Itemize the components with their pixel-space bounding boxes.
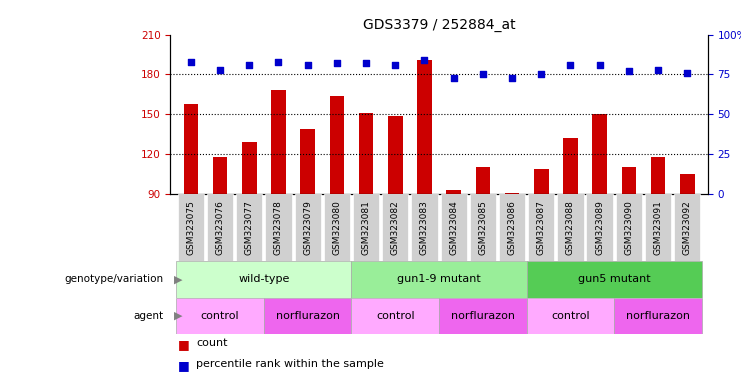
Text: agent: agent (133, 311, 163, 321)
Bar (476, 167, 490, 194)
Point (243, 62, 255, 68)
Text: GSM323077: GSM323077 (245, 200, 253, 255)
Point (302, 62, 313, 68)
Bar (176, 298, 264, 334)
Text: gun5 mutant: gun5 mutant (578, 274, 651, 285)
Text: GSM323082: GSM323082 (391, 200, 399, 255)
Bar (417, 60, 432, 194)
Bar (351, 261, 527, 298)
Text: count: count (196, 338, 228, 348)
Bar (271, 90, 286, 194)
Text: GSM323088: GSM323088 (566, 200, 575, 255)
Bar (440, 194, 467, 261)
Bar (265, 194, 292, 261)
Text: control: control (201, 311, 239, 321)
Bar (586, 194, 613, 261)
Bar (563, 138, 578, 194)
Text: control: control (376, 311, 414, 321)
Bar (680, 174, 694, 194)
Text: wild-type: wild-type (238, 274, 290, 285)
Point (360, 60, 372, 66)
Point (681, 70, 693, 76)
Bar (592, 114, 607, 194)
Text: ■: ■ (178, 359, 190, 372)
Text: GSM323076: GSM323076 (216, 200, 225, 255)
Bar (527, 298, 614, 334)
Point (506, 74, 518, 81)
Text: control: control (551, 311, 590, 321)
Text: GSM323091: GSM323091 (654, 200, 662, 255)
Text: GSM323085: GSM323085 (479, 200, 488, 255)
Point (419, 57, 431, 63)
Text: percentile rank within the sample: percentile rank within the sample (196, 359, 385, 369)
Point (273, 59, 285, 65)
Text: norflurazon: norflurazon (276, 311, 339, 321)
Point (652, 66, 664, 73)
Text: GSM323079: GSM323079 (303, 200, 312, 255)
Text: ■: ■ (178, 338, 190, 351)
Text: ▶: ▶ (174, 274, 182, 285)
Bar (353, 194, 379, 261)
Point (389, 62, 401, 68)
Text: GSM323080: GSM323080 (333, 200, 342, 255)
Bar (446, 190, 461, 194)
Bar (645, 194, 671, 261)
Bar (236, 194, 262, 261)
Bar (184, 104, 198, 194)
Point (535, 71, 547, 78)
Bar (534, 169, 548, 194)
Bar (557, 194, 584, 261)
Bar (674, 194, 700, 261)
Bar (330, 96, 344, 194)
Bar (382, 194, 408, 261)
Text: gun1-9 mutant: gun1-9 mutant (397, 274, 481, 285)
Bar (439, 298, 527, 334)
Bar (651, 157, 665, 194)
Text: GSM323089: GSM323089 (595, 200, 604, 255)
Bar (359, 113, 373, 194)
Bar (324, 194, 350, 261)
Bar (176, 261, 351, 298)
Point (214, 66, 226, 73)
Bar (242, 142, 256, 194)
Text: norflurazon: norflurazon (626, 311, 690, 321)
Text: GSM323083: GSM323083 (420, 200, 429, 255)
Text: GSM323086: GSM323086 (508, 200, 516, 255)
Bar (294, 194, 321, 261)
Bar (411, 194, 438, 261)
Bar (527, 261, 702, 298)
Point (623, 68, 635, 74)
Text: ▶: ▶ (174, 311, 182, 321)
Bar (622, 167, 636, 194)
Bar (264, 298, 351, 334)
Bar (351, 298, 439, 334)
Bar (528, 194, 554, 261)
Text: GSM323084: GSM323084 (449, 200, 458, 255)
Point (448, 74, 459, 81)
Bar (213, 157, 227, 194)
Text: GSM323087: GSM323087 (536, 200, 545, 255)
Bar (178, 194, 204, 261)
Bar (207, 194, 233, 261)
Point (331, 60, 343, 66)
Text: GSM323078: GSM323078 (274, 200, 283, 255)
Bar (470, 194, 496, 261)
Bar (388, 116, 402, 194)
Text: genotype/variation: genotype/variation (64, 274, 163, 285)
Point (594, 62, 605, 68)
Bar (614, 298, 702, 334)
Text: GSM323081: GSM323081 (362, 200, 370, 255)
Point (185, 59, 197, 65)
Text: GSM323092: GSM323092 (682, 200, 691, 255)
Text: norflurazon: norflurazon (451, 311, 515, 321)
Title: GDS3379 / 252884_at: GDS3379 / 252884_at (363, 18, 515, 32)
Text: GSM323075: GSM323075 (187, 200, 196, 255)
Bar (505, 193, 519, 194)
Point (565, 62, 576, 68)
Text: GSM323090: GSM323090 (625, 200, 634, 255)
Point (477, 71, 489, 78)
Bar (499, 194, 525, 261)
Bar (300, 129, 315, 194)
Bar (616, 194, 642, 261)
